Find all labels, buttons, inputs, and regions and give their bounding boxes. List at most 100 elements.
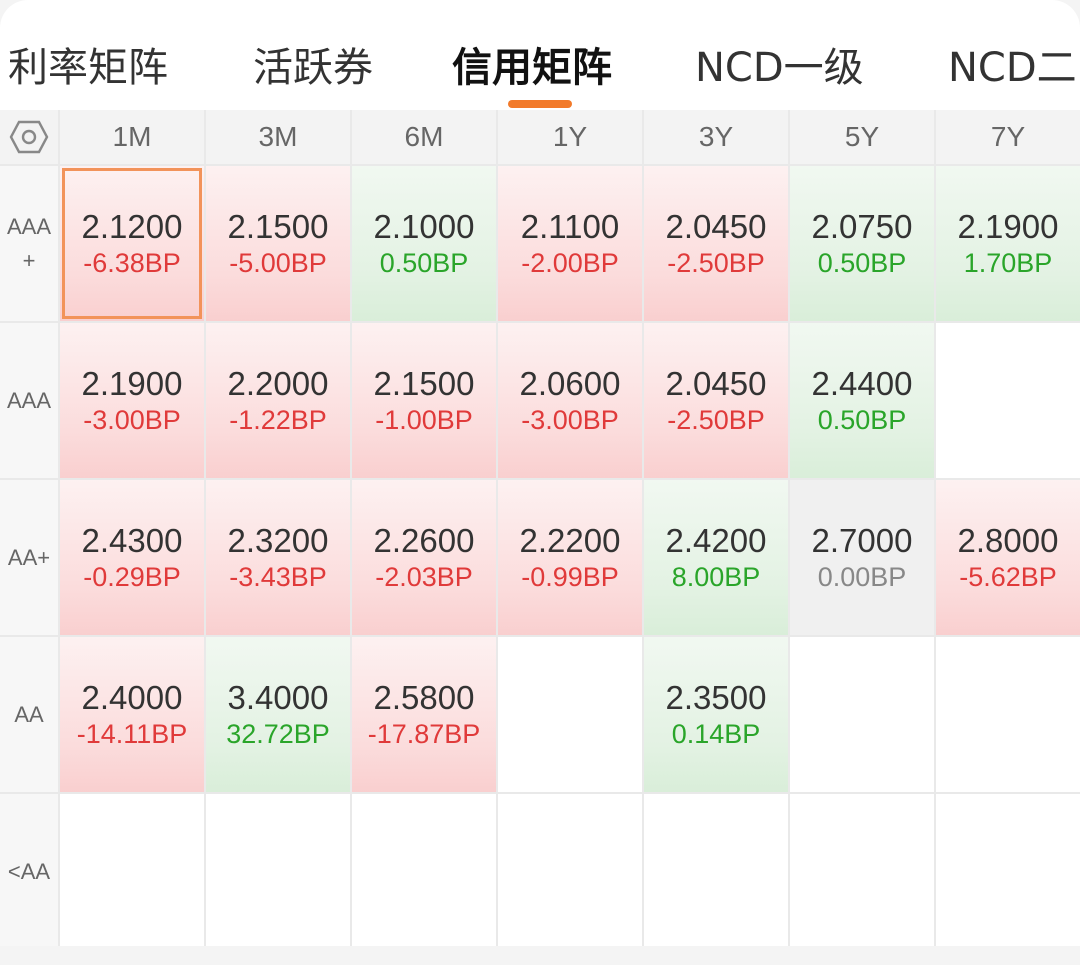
bp-change: 1.70BP (963, 247, 1053, 278)
bp-change: -14.11BP (76, 718, 188, 749)
yield-cell[interactable]: 2.0450 -2.50BP (644, 323, 788, 478)
yield-rate: 2.3200 (227, 521, 329, 559)
yield-rate: 2.4300 (81, 521, 183, 559)
matrix-settings-button[interactable] (0, 110, 58, 164)
tab-2[interactable]: 信用矩阵 (452, 45, 612, 91)
yield-cell[interactable]: 2.4300 -0.29BP (60, 480, 204, 635)
tab-0[interactable]: 利率矩阵 (8, 45, 168, 91)
yield-cell[interactable]: 2.2200 -0.99BP (498, 480, 642, 635)
bp-change: 0.50BP (379, 247, 469, 278)
yield-cell[interactable]: 2.1500 -5.00BP (206, 166, 350, 321)
grid-divider (0, 792, 1080, 794)
yield-cell[interactable]: 2.5800 -17.87BP (352, 637, 496, 792)
empty-cell (60, 794, 204, 949)
bp-change: -2.03BP (375, 561, 473, 592)
bp-change: -17.87BP (367, 718, 481, 749)
row-label: <AA (0, 794, 58, 949)
yield-rate: 2.2000 (227, 364, 329, 402)
yield-rate: 2.3500 (665, 678, 767, 716)
empty-cell (498, 794, 642, 949)
yield-cell[interactable]: 2.4400 0.50BP (790, 323, 934, 478)
row-label: AA (0, 637, 58, 792)
tab-1[interactable]: 活跃券 (253, 45, 373, 91)
yield-cell[interactable]: 2.2000 -1.22BP (206, 323, 350, 478)
bp-change: -1.00BP (375, 404, 473, 435)
yield-rate: 2.1100 (520, 207, 620, 245)
yield-rate: 2.8000 (957, 521, 1059, 559)
yield-cell[interactable]: 2.7000 0.00BP (790, 480, 934, 635)
row-label-text: + (22, 247, 36, 273)
bp-change: 32.72BP (226, 718, 330, 749)
yield-rate: 2.1900 (81, 364, 183, 402)
bp-change: 8.00BP (671, 561, 761, 592)
yield-rate: 2.1500 (373, 364, 475, 402)
yield-cell[interactable]: 2.4200 8.00BP (644, 480, 788, 635)
row-label-text: <AA (7, 858, 51, 884)
yield-cell[interactable]: 2.1900 1.70BP (936, 166, 1080, 321)
empty-cell (936, 637, 1080, 792)
column-header-6m[interactable]: 6M (352, 110, 496, 164)
empty-cell (352, 794, 496, 949)
bp-change: 0.50BP (817, 247, 907, 278)
yield-cell[interactable]: 2.3500 0.14BP (644, 637, 788, 792)
yield-rate: 2.2600 (373, 521, 475, 559)
bottom-strip (0, 946, 1080, 965)
column-header-1y[interactable]: 1Y (498, 110, 642, 164)
column-header-1m[interactable]: 1M (60, 110, 204, 164)
bp-change: -3.00BP (83, 404, 181, 435)
yield-cell[interactable]: 2.0450 -2.50BP (644, 166, 788, 321)
yield-rate: 2.4000 (81, 678, 183, 716)
empty-cell (790, 794, 934, 949)
yield-rate: 2.5800 (373, 678, 475, 716)
row-label-text: AA+ (7, 544, 51, 570)
bp-change: -5.00BP (229, 247, 327, 278)
grid-divider (642, 110, 644, 946)
yield-rate: 2.0450 (665, 364, 767, 402)
row-label: AAA (0, 323, 58, 478)
bp-change: -3.43BP (229, 561, 327, 592)
yield-rate: 2.2200 (519, 521, 621, 559)
yield-cell[interactable]: 3.4000 32.72BP (206, 637, 350, 792)
grid-divider (204, 110, 206, 946)
column-header-3m[interactable]: 3M (206, 110, 350, 164)
credit-matrix-grid: 1M 3M 6M 1Y 3Y 5Y 7Y AAA +2.1200 -6.38BP 2.1500 -5.… (0, 110, 1080, 949)
yield-cell[interactable]: 2.1500 -1.00BP (352, 323, 496, 478)
yield-cell[interactable]: 2.1000 0.50BP (352, 166, 496, 321)
row-label: AA+ (0, 480, 58, 635)
yield-cell[interactable]: 2.4000 -14.11BP (60, 637, 204, 792)
bp-change: -3.00BP (521, 404, 619, 435)
empty-cell (790, 637, 934, 792)
yield-rate: 2.0750 (811, 207, 913, 245)
yield-cell[interactable]: 2.1200 -6.38BP (60, 166, 204, 321)
empty-cell (206, 794, 350, 949)
grid-divider (350, 110, 352, 946)
column-header-5y[interactable]: 5Y (790, 110, 934, 164)
yield-rate: 2.1200 (81, 207, 183, 245)
yield-cell[interactable]: 2.0750 0.50BP (790, 166, 934, 321)
bp-change: -5.62BP (959, 561, 1057, 592)
row-label-text: AA (14, 701, 44, 727)
tab-3[interactable]: NCD一级 (695, 45, 864, 91)
column-header-7y[interactable]: 7Y (936, 110, 1080, 164)
yield-rate: 2.0450 (665, 207, 767, 245)
yield-cell[interactable]: 2.8000 -5.62BP (936, 480, 1080, 635)
empty-cell (936, 323, 1080, 478)
yield-cell[interactable]: 2.0600 -3.00BP (498, 323, 642, 478)
yield-cell[interactable]: 2.1900 -3.00BP (60, 323, 204, 478)
yield-cell[interactable]: 2.2600 -2.03BP (352, 480, 496, 635)
yield-rate: 2.0600 (519, 364, 621, 402)
yield-rate: 2.4400 (811, 364, 913, 402)
bp-change: -0.29BP (83, 561, 181, 592)
grid-divider (0, 321, 1080, 323)
yield-cell[interactable]: 2.1100 -2.00BP (498, 166, 642, 321)
bp-change: -2.50BP (667, 404, 765, 435)
tab-4[interactable]: NCD二 (948, 45, 1077, 91)
yield-cell[interactable]: 2.3200 -3.43BP (206, 480, 350, 635)
yield-rate: 3.4000 (227, 678, 329, 716)
tab-bar: 利率矩阵 活跃券 信用矩阵 NCD一级 NCD二 (0, 0, 1080, 110)
bp-change: -0.99BP (521, 561, 619, 592)
empty-cell (936, 794, 1080, 949)
yield-rate: 2.1000 (373, 207, 475, 245)
column-header-3y[interactable]: 3Y (644, 110, 788, 164)
